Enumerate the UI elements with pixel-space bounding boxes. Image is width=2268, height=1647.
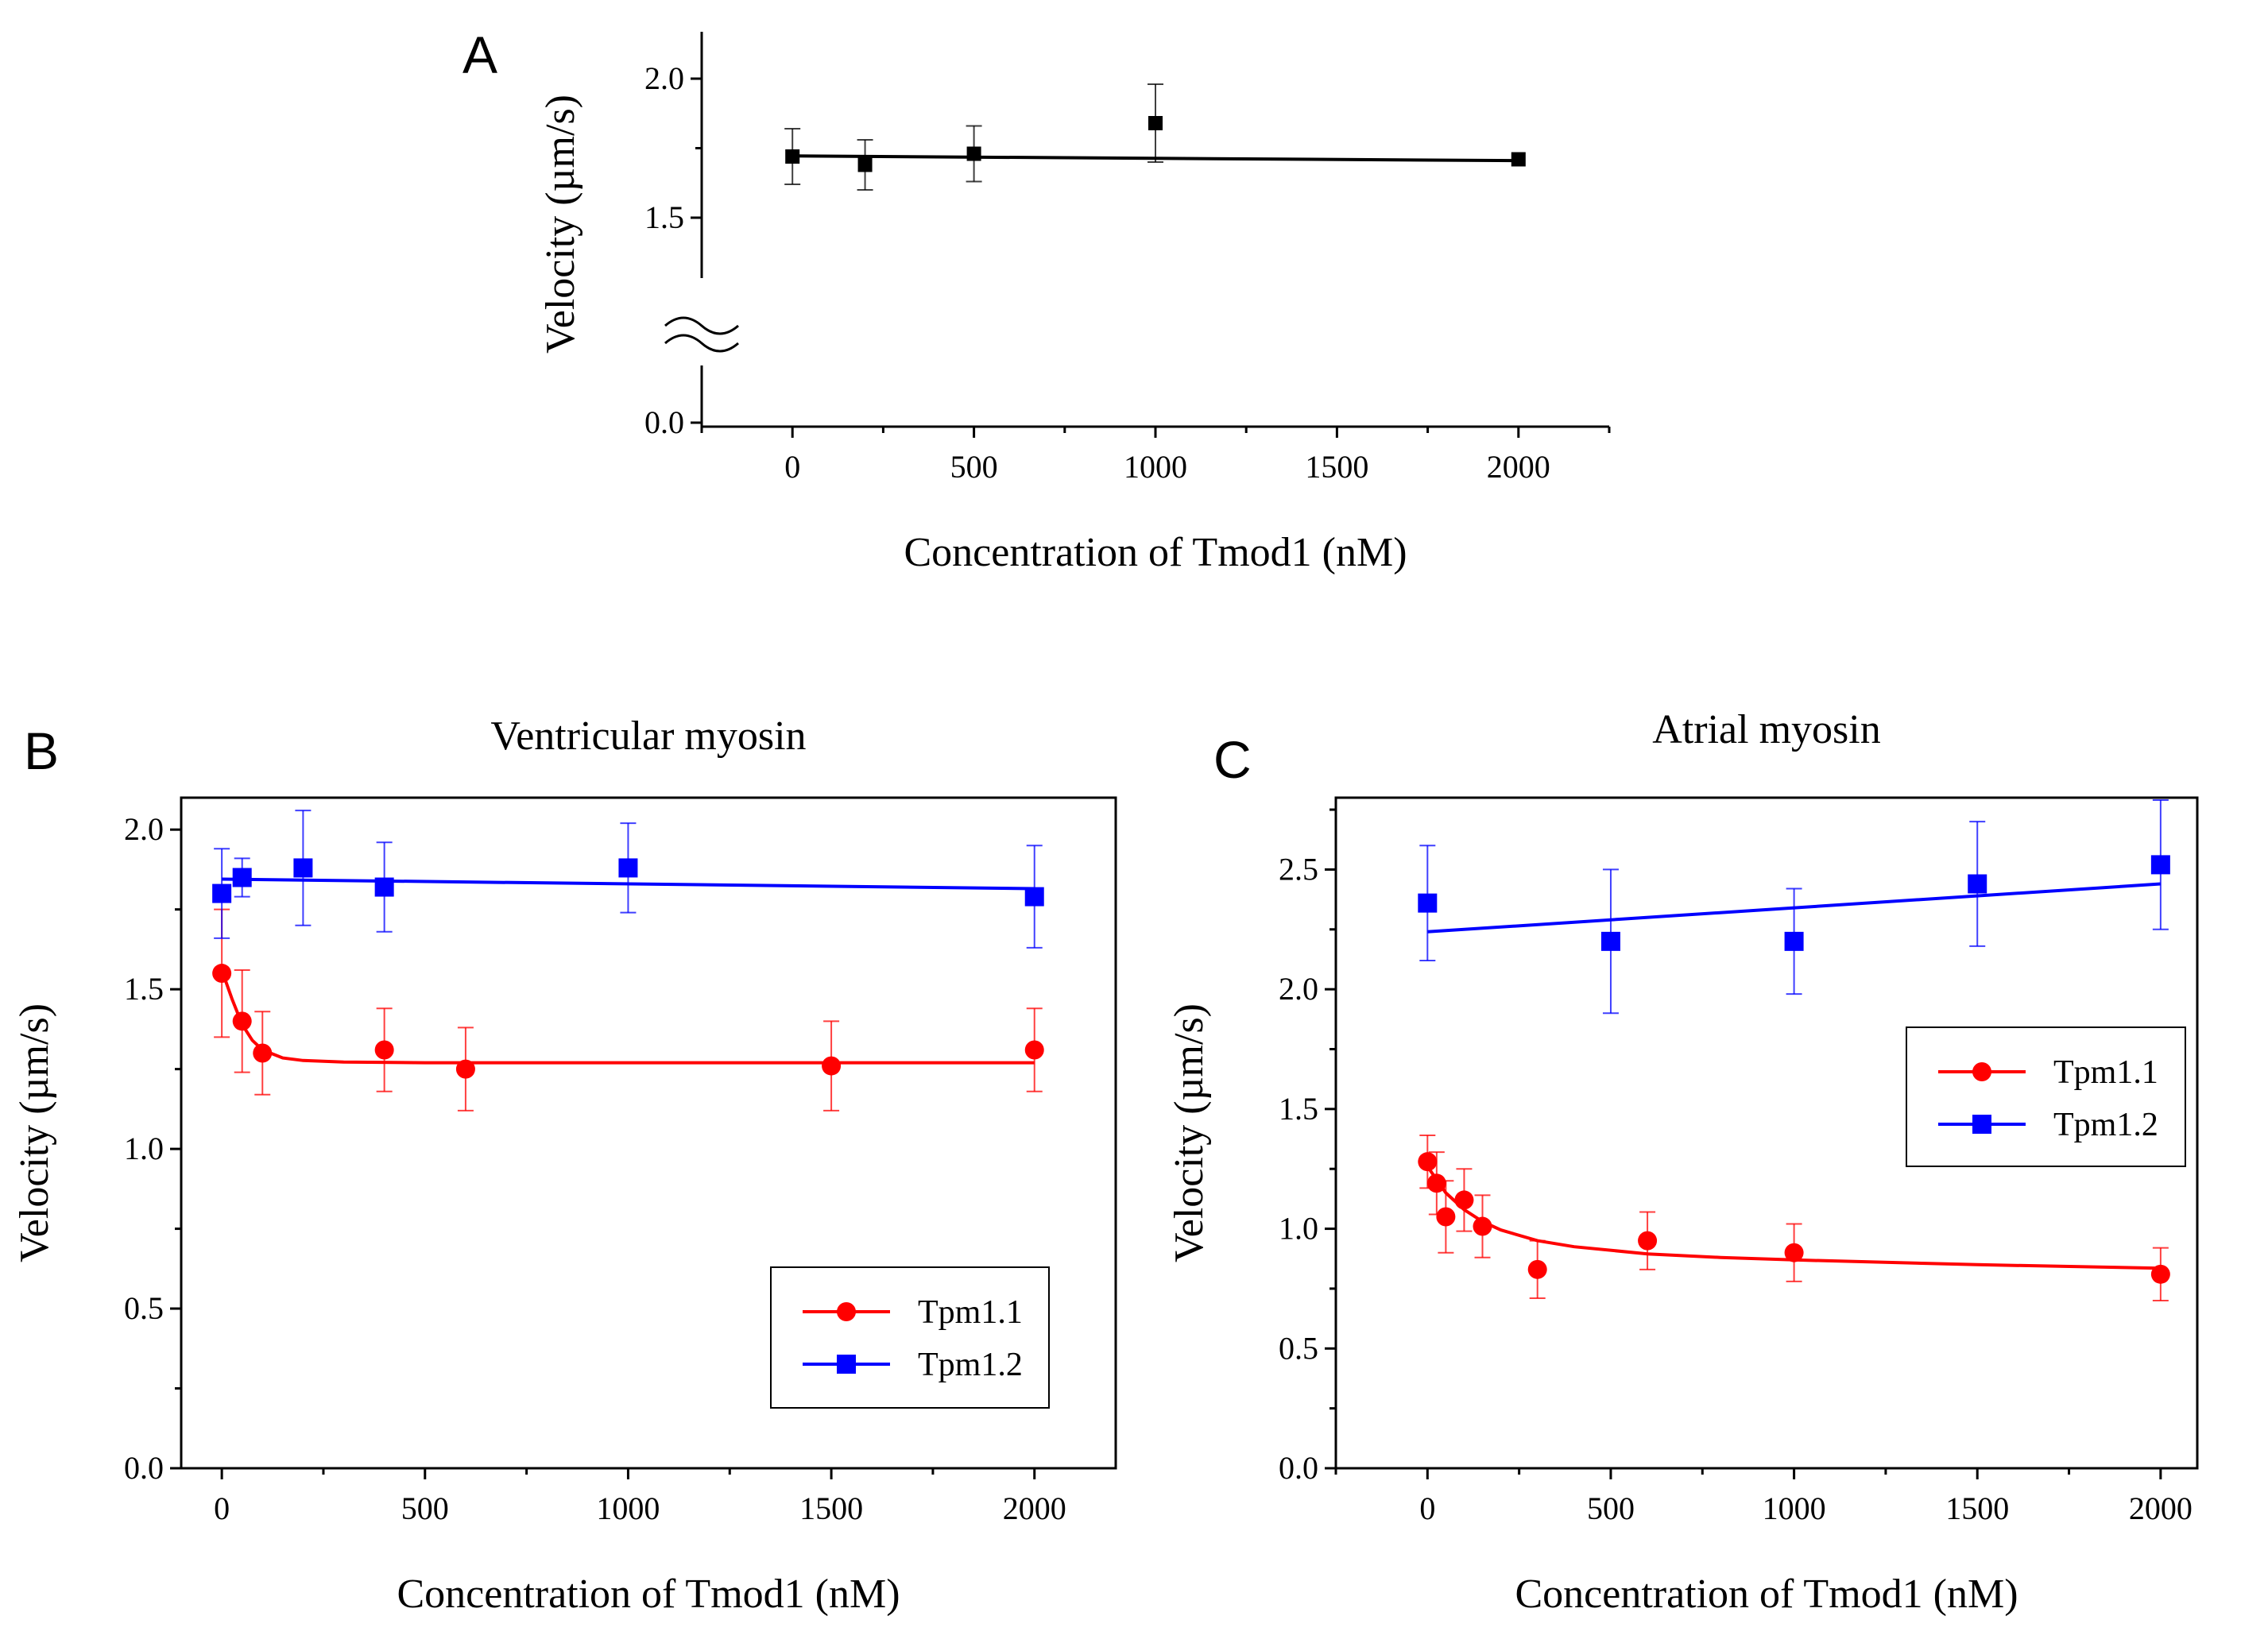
data-point-tpm1-2: [1418, 893, 1438, 913]
legend-marker-tpm1-2: [837, 1355, 856, 1374]
data-point-tpm1-2: [232, 868, 252, 887]
data-point-tpm1-1: [1784, 1243, 1804, 1262]
data-point-tpm1-1: [212, 964, 232, 984]
legend-marker-tpm1-1: [1972, 1062, 1991, 1081]
x-axis-label: Concentration of Tmod1 (nM): [1515, 1572, 2018, 1617]
legend-marker-tpm1-1: [837, 1302, 856, 1321]
y-tick-label: 0.0: [1279, 1450, 1318, 1486]
panel-letter: C: [1213, 730, 1252, 789]
y-tick-label: 2.0: [1279, 971, 1318, 1007]
data-point-tpm1-1: [1473, 1216, 1492, 1236]
data-point-tpm1-1: [253, 1043, 273, 1063]
data-point-tpm1-2: [1784, 931, 1804, 951]
x-tick-label: 2000: [1487, 449, 1550, 485]
plot-frame: [1334, 796, 2199, 1470]
data-point-tpm1-1: [822, 1056, 842, 1076]
x-tick-label: 1000: [596, 1490, 660, 1526]
x-tick-label: 500: [401, 1490, 449, 1526]
legend-label-tpm1-1: Tpm1.1: [2053, 1054, 2158, 1091]
x-tick-label: 1500: [799, 1490, 863, 1526]
x-axis-label: Concentration of Tmod1 (nM): [904, 530, 1407, 575]
data-point-tpm1-1: [1024, 1040, 1044, 1060]
y-tick-label: 2.0: [124, 811, 164, 847]
data-point-tpm1-1: [232, 1011, 252, 1031]
data-point-tpm1-1: [1527, 1259, 1547, 1279]
data-point-tpm1-1: [374, 1040, 394, 1060]
x-tick-label: 1500: [1305, 449, 1368, 485]
data-point-tpm1-1: [2150, 1264, 2170, 1284]
y-axis-label: Velocity (µm/s): [12, 1003, 57, 1262]
panel-letter: B: [24, 721, 59, 780]
y-tick-label: 0.5: [1279, 1330, 1318, 1366]
data-point-tpm1-1: [1426, 1173, 1446, 1193]
legend-label-tpm1-2: Tpm1.2: [918, 1347, 1023, 1383]
x-axis-label: Concentration of Tmod1 (nM): [397, 1572, 900, 1617]
legend-label-tpm1-2: Tpm1.2: [2053, 1107, 2158, 1143]
y-tick-label: 0.5: [124, 1290, 164, 1326]
y-axis-label: Velocity (µm/s): [1167, 1003, 1212, 1262]
y-tick-label: 0.0: [124, 1450, 164, 1486]
plot-frame: [180, 796, 1117, 1470]
data-point-tpm1-1: [1454, 1190, 1474, 1210]
chart-title: Ventricular myosin: [490, 713, 806, 759]
y-axis-label: Velocity (µm/s): [538, 95, 583, 354]
axis-break-mark: [664, 334, 739, 353]
legend-box: [770, 1266, 1050, 1409]
x-tick-label: 1000: [1763, 1490, 1826, 1526]
panel-letter: A: [463, 25, 497, 84]
legend-box: [1906, 1026, 2186, 1167]
x-tick-label: 0: [1419, 1490, 1435, 1526]
x-tick-label: 0: [784, 449, 800, 485]
x-tick-label: 1500: [1945, 1490, 2009, 1526]
y-tick-label: 2.5: [1279, 851, 1318, 887]
y-tick-label: 1.5: [1279, 1091, 1318, 1127]
y-tick-label: 1.0: [124, 1131, 164, 1166]
data-point-velocity: [1511, 152, 1526, 167]
data-point-tpm1-2: [2150, 855, 2170, 875]
panel-a: A 0 500 1000 1500 2000 0.0 1.5 2.0 Velocity (µm/s…: [463, 25, 1611, 575]
data-point-tpm1-1: [1418, 1152, 1438, 1172]
data-point-tpm1-2: [293, 858, 313, 878]
panel-c: C Atrial myosin 0 500 1000 1500 2000 0.0 0.5 1.0 1…: [1167, 707, 2199, 1617]
x-tick-label: 0: [214, 1490, 230, 1526]
data-point-tpm1-1: [455, 1059, 475, 1079]
data-point-tpm1-2: [618, 858, 638, 878]
data-point-velocity: [857, 157, 873, 172]
x-tick-label: 2000: [2129, 1490, 2193, 1526]
data-point-velocity: [966, 146, 981, 161]
y-tick-label: 1.0: [1279, 1211, 1318, 1247]
data-point-tpm1-1: [1638, 1231, 1658, 1251]
y-tick-label: 2.0: [644, 60, 684, 96]
legend-marker-tpm1-2: [1972, 1115, 1991, 1134]
y-tick-label: 1.5: [124, 971, 164, 1007]
y-tick-label: 1.5: [644, 199, 684, 235]
legend-label-tpm1-1: Tpm1.1: [918, 1294, 1023, 1331]
axis-break-mark: [664, 316, 739, 335]
y-tick-label: 0.0: [644, 404, 684, 440]
x-tick-label: 1000: [1124, 449, 1187, 485]
x-tick-label: 500: [950, 449, 998, 485]
data-point-tpm1-2: [212, 883, 232, 903]
data-point-tpm1-2: [374, 877, 394, 897]
data-point-tpm1-2: [1024, 887, 1044, 907]
panel-b: B Ventricular myosin 0 500 1000 1500 2000 0.0 0.…: [12, 713, 1117, 1617]
x-tick-label: 500: [1587, 1490, 1635, 1526]
data-point-tpm1-2: [1600, 931, 1620, 951]
fit-line-tpm1-1: [220, 969, 1035, 1065]
data-point-tpm1-2: [1968, 874, 1987, 894]
data-point-velocity: [785, 149, 800, 164]
x-tick-label: 2000: [1003, 1490, 1066, 1526]
data-point-velocity: [1148, 116, 1163, 130]
data-point-tpm1-1: [1436, 1207, 1456, 1227]
chart-title: Atrial myosin: [1652, 707, 1880, 752]
